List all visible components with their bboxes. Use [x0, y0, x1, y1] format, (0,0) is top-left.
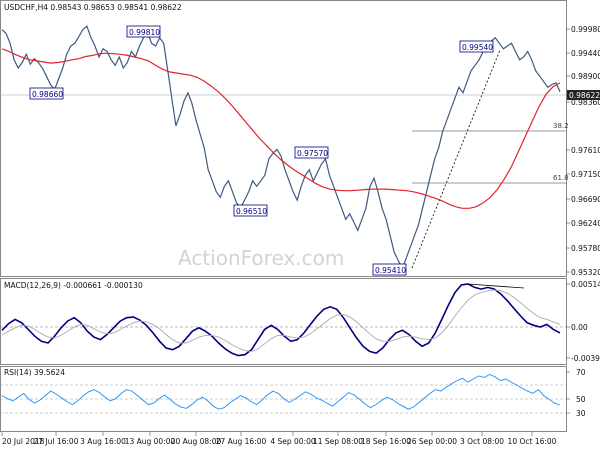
- macd-y-tick-label: 0.00: [571, 323, 588, 332]
- annotation-99810: 0.99810: [126, 25, 161, 38]
- rsi-y-tick-label: 30: [576, 409, 586, 418]
- price-y-tick-label: 0.96690: [571, 195, 600, 204]
- current-price-label: 0.98622: [569, 91, 600, 100]
- price-y-tick-label: 0.95780: [571, 244, 600, 253]
- svg-text:0.95410: 0.95410: [375, 266, 406, 275]
- price-y-tick-label: 0.97150: [571, 170, 600, 179]
- x-tick-label: 4 Sep 00:00: [270, 437, 316, 446]
- annotation-98660: 0.98660: [29, 87, 64, 100]
- current-price-badge: [567, 90, 600, 100]
- x-tick-label: 20 Jul 2018: [2, 437, 45, 446]
- price-y-tick-label: 0.96240: [571, 219, 600, 228]
- macd-line: [1, 283, 561, 357]
- svg-text:0.99810: 0.99810: [129, 28, 160, 37]
- fib-61-label: 61.8: [553, 174, 569, 182]
- x-tick-label: 27 Aug 16:00: [216, 437, 267, 446]
- x-tick-label: 20 Aug 08:00: [171, 437, 222, 446]
- x-tick-label: 18 Sep 16:00: [361, 437, 411, 446]
- x-tick-label: 10 Oct 16:00: [508, 437, 557, 446]
- rsi-y-axis: 70 50 30: [566, 368, 586, 418]
- price-y-tick-label: 0.99440: [571, 49, 600, 58]
- rsi-y-tick-label: 50: [576, 395, 586, 404]
- macd-divergence-line: [467, 283, 525, 289]
- macd-y-axis: 0.005141 0.00 -0.003982: [566, 280, 600, 363]
- price-y-axis: 0.999800.994400.989000.986200.983600.976…: [566, 25, 600, 277]
- x-tick-label: 11 Sep 08:00: [313, 437, 363, 446]
- annotation-99540: 0.99540: [459, 40, 494, 53]
- rsi-line: [1, 373, 561, 410]
- macd-header: MACD(12,26,9) -0.000661 -0.000130: [4, 281, 143, 290]
- x-tick-label: 27 Jul 16:00: [34, 437, 79, 446]
- macd-panel-frame: [0, 278, 567, 365]
- svg-text:0.96510: 0.96510: [236, 207, 267, 216]
- macd-y-tick-label: 0.005141: [571, 280, 600, 289]
- svg-text:0.99540: 0.99540: [462, 43, 493, 52]
- price-y-tick-label: 0.98900: [571, 72, 600, 81]
- x-tick-label: 26 Sep 00:00: [407, 437, 457, 446]
- trend-line: [411, 49, 501, 269]
- rsi-header: RSI(14) 39.5624: [4, 368, 65, 377]
- svg-text:0.98660: 0.98660: [32, 90, 63, 99]
- price-header: USDCHF,H4 0.98543 0.98653 0.98541 0.9862…: [4, 3, 182, 12]
- moving-average-line: [1, 48, 561, 209]
- x-tick-label: 3 Oct 08:00: [460, 437, 504, 446]
- watermark: ActionForex.com: [178, 246, 344, 270]
- rsi-y-tick-label: 70: [576, 368, 586, 377]
- fib-38-label: 38.2: [553, 122, 569, 130]
- price-line: [1, 25, 561, 270]
- x-tick-label: 13 Aug 00:00: [125, 437, 176, 446]
- price-y-tick-label: 0.98360: [571, 98, 600, 107]
- price-y-tick-label: 0.99980: [571, 25, 600, 34]
- svg-text:0.97570: 0.97570: [297, 149, 328, 158]
- price-y-tick-label: 0.95320: [571, 268, 600, 277]
- price-y-tick-label: 0.97610: [571, 146, 600, 155]
- macd-signal-line: [1, 289, 561, 352]
- annotation-96510: 0.96510: [233, 204, 268, 217]
- x-tick-label: 3 Aug 16:00: [80, 437, 126, 446]
- annotation-97570: 0.97570: [294, 146, 329, 159]
- annotation-95410: 0.95410: [372, 263, 407, 276]
- macd-y-tick-label: -0.003982: [571, 354, 600, 363]
